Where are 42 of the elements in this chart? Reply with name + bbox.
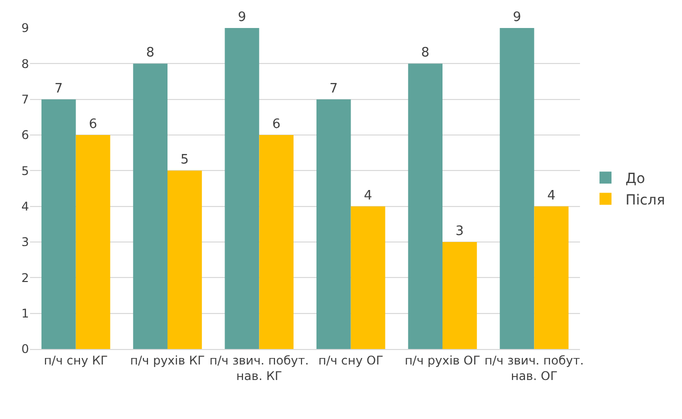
bar [534, 206, 569, 349]
data-label: 6 [272, 117, 280, 132]
data-label: 9 [238, 10, 246, 25]
data-label: 3 [456, 224, 464, 239]
bar [316, 99, 351, 349]
y-tick-label: 6 [21, 128, 29, 142]
y-tick-label: 9 [21, 21, 29, 36]
y-tick-label: 5 [21, 164, 29, 178]
data-label: 5 [180, 152, 189, 168]
data-label: 8 [146, 46, 154, 61]
bar [442, 242, 477, 349]
y-tick-label: 3 [21, 235, 29, 250]
bar [408, 64, 442, 349]
x-tick-label: п/ч звич. побут. нав. КГ [210, 353, 309, 383]
bar [133, 64, 168, 349]
bar [259, 135, 294, 349]
y-tick-label: 0 [21, 342, 29, 356]
bar [168, 170, 202, 349]
y-tick-label: 8 [21, 56, 29, 71]
x-tick-label: п/ч рухів ОГ [404, 353, 480, 368]
data-label: 6 [88, 117, 98, 132]
data-label: 7 [330, 81, 338, 96]
y-tick-label: 2 [21, 270, 29, 285]
data-label: 4 [547, 188, 556, 204]
data-label: 9 [512, 10, 522, 25]
data-label: 7 [54, 81, 63, 96]
bar [224, 28, 260, 349]
y-tick-label: 1 [21, 306, 29, 321]
y-tick-label: 4 [21, 200, 29, 214]
x-tick-label: п/ч рухів КГ [130, 353, 205, 368]
bar [76, 135, 110, 349]
x-tick-label: п/ч сну КГ [44, 353, 108, 368]
data-label: 4 [364, 188, 372, 204]
legend-label: До [626, 171, 646, 188]
legend-label: Після [626, 192, 665, 208]
bar [500, 28, 534, 349]
y-tick-label: 7 [21, 92, 29, 107]
bar [41, 99, 76, 349]
x-tick-label: п/ч сну ОГ [318, 353, 384, 368]
data-label: 8 [421, 46, 430, 61]
x-tick-label: п/ч звич. побут. нав. ОГ [484, 353, 584, 383]
bar [350, 206, 386, 349]
